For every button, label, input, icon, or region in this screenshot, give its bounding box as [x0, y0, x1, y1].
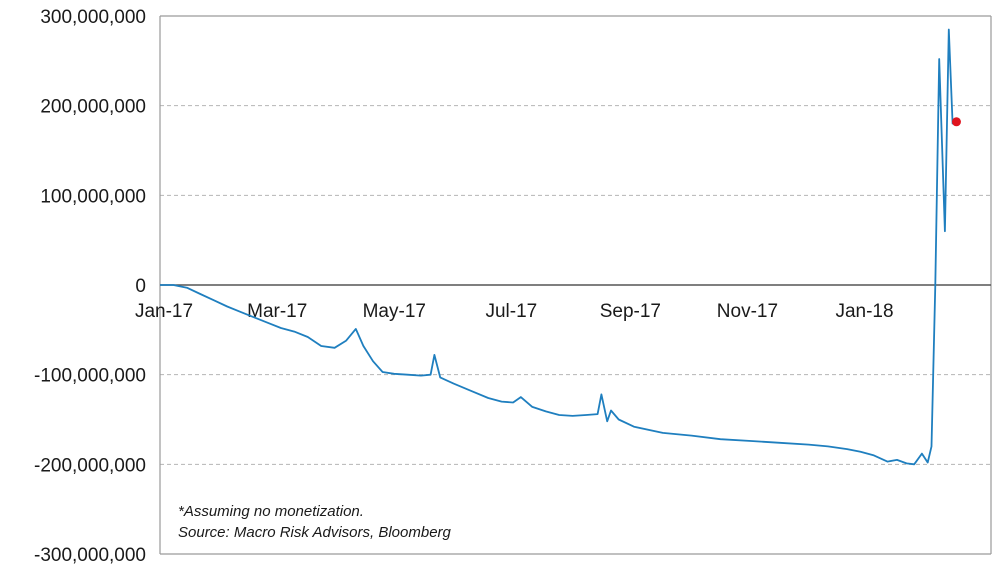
- x-tick-label: Jan-17: [135, 301, 193, 322]
- highlight-marker: [951, 117, 961, 127]
- footnote-assumption: *Assuming no monetization.: [178, 503, 364, 520]
- x-tick-label: Jan-18: [835, 301, 893, 322]
- x-tick-label: May-17: [363, 301, 426, 322]
- y-tick-label: 0: [135, 276, 146, 297]
- series: [160, 28, 957, 466]
- x-tick-labels: Jan-17 Mar-17 May-17 Jul-17 Sep-17 Nov-17 Jan-…: [135, 301, 894, 322]
- x-tick-label: Mar-17: [247, 301, 307, 322]
- y-tick-labels: 300,000,000 200,000,000 100,000,000 0 -100,0…: [34, 7, 146, 566]
- y-tick-label: 100,000,000: [40, 186, 146, 207]
- y-tick-label: -100,000,000: [34, 366, 146, 387]
- x-tick-label: Jul-17: [485, 301, 537, 322]
- markers: [951, 117, 961, 127]
- y-tick-label: 300,000,000: [40, 7, 146, 28]
- series-line-0: [160, 28, 957, 466]
- axes: [159, 15, 992, 555]
- x-tick-label: Nov-17: [717, 301, 778, 322]
- y-tick-label: 200,000,000: [40, 97, 146, 118]
- gridlines: [160, 105, 991, 465]
- y-tick-label: -200,000,000: [34, 455, 146, 476]
- x-tick-label: Sep-17: [600, 301, 661, 322]
- y-tick-label: -300,000,000: [34, 545, 146, 566]
- footnote-source: Source: Macro Risk Advisors, Bloomberg: [178, 524, 452, 541]
